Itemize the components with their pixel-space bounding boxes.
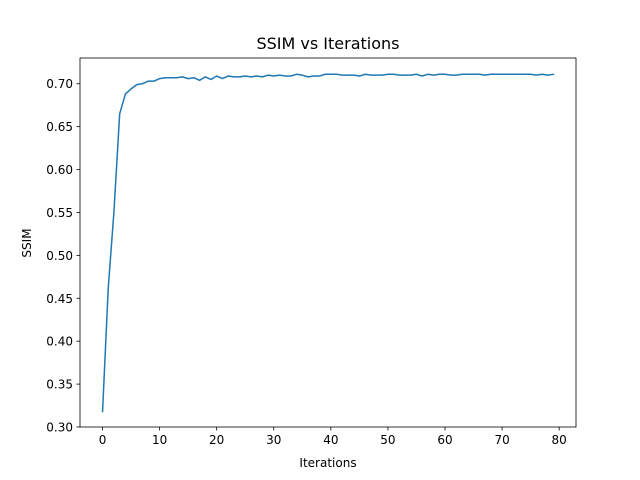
x-tick-label: 70	[494, 433, 509, 447]
x-tick-label: 40	[323, 433, 338, 447]
y-tick-label: 0.50	[46, 249, 73, 263]
axes-frame	[79, 57, 577, 428]
y-tick-label: 0.60	[46, 163, 73, 177]
y-tick-label: 0.70	[46, 77, 73, 91]
y-tick-label: 0.30	[46, 421, 73, 435]
y-tick-label: 0.65	[46, 120, 73, 134]
chart-title: SSIM vs Iterations	[256, 34, 399, 53]
y-tick-label: 0.40	[46, 335, 73, 349]
x-tick-label: 60	[437, 433, 452, 447]
x-tick-label: 80	[552, 433, 567, 447]
series-line-0	[101, 73, 555, 413]
x-tick-label: 0	[99, 433, 107, 447]
y-tick-label: 0.45	[46, 292, 73, 306]
plot-area: 0 10 20 30 40 50 60 70 80 0.30 0.35 0.40 0.45 0.50 0.5…	[46, 57, 577, 447]
y-tick-label: 0.55	[46, 206, 73, 220]
x-tick-label: 30	[266, 433, 281, 447]
y-axis-label: SSIM	[20, 228, 34, 257]
x-tick-label: 50	[380, 433, 395, 447]
y-tick-label: 0.35	[46, 378, 73, 392]
x-axis-label: Iterations	[299, 456, 356, 470]
x-tick-label: 10	[152, 433, 167, 447]
x-tick-label: 20	[209, 433, 224, 447]
